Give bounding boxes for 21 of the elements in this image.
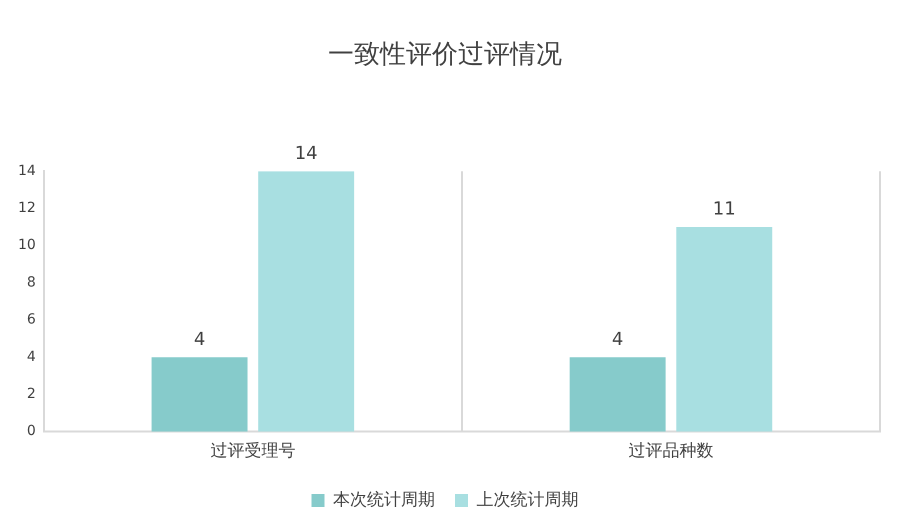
y-tick-label: 6 — [26, 312, 36, 328]
y-tick-label: 2 — [26, 386, 36, 402]
legend-label: 上次统计周期 — [476, 490, 578, 510]
data-label: 4 — [194, 328, 206, 350]
y-tick-label: 12 — [18, 200, 36, 216]
x-tick-label: 过评受理号 — [210, 441, 296, 462]
legend-label: 本次统计周期 — [333, 490, 435, 510]
bar — [258, 171, 354, 432]
data-label: 11 — [712, 198, 736, 220]
data-label: 14 — [294, 142, 318, 164]
y-tick-label: 0 — [26, 423, 36, 440]
y-tick-label: 14 — [18, 162, 36, 179]
y-tick-label: 10 — [18, 237, 36, 254]
x-tick-label: 过评品种数 — [628, 441, 714, 462]
bar — [152, 357, 248, 432]
bar — [570, 357, 666, 432]
y-tick-label: 4 — [26, 348, 36, 365]
bar — [676, 227, 772, 432]
chart-title: 一致性评价过评情况 — [328, 39, 562, 70]
y-tick-label: 8 — [26, 274, 36, 290]
data-label: 4 — [612, 328, 624, 350]
